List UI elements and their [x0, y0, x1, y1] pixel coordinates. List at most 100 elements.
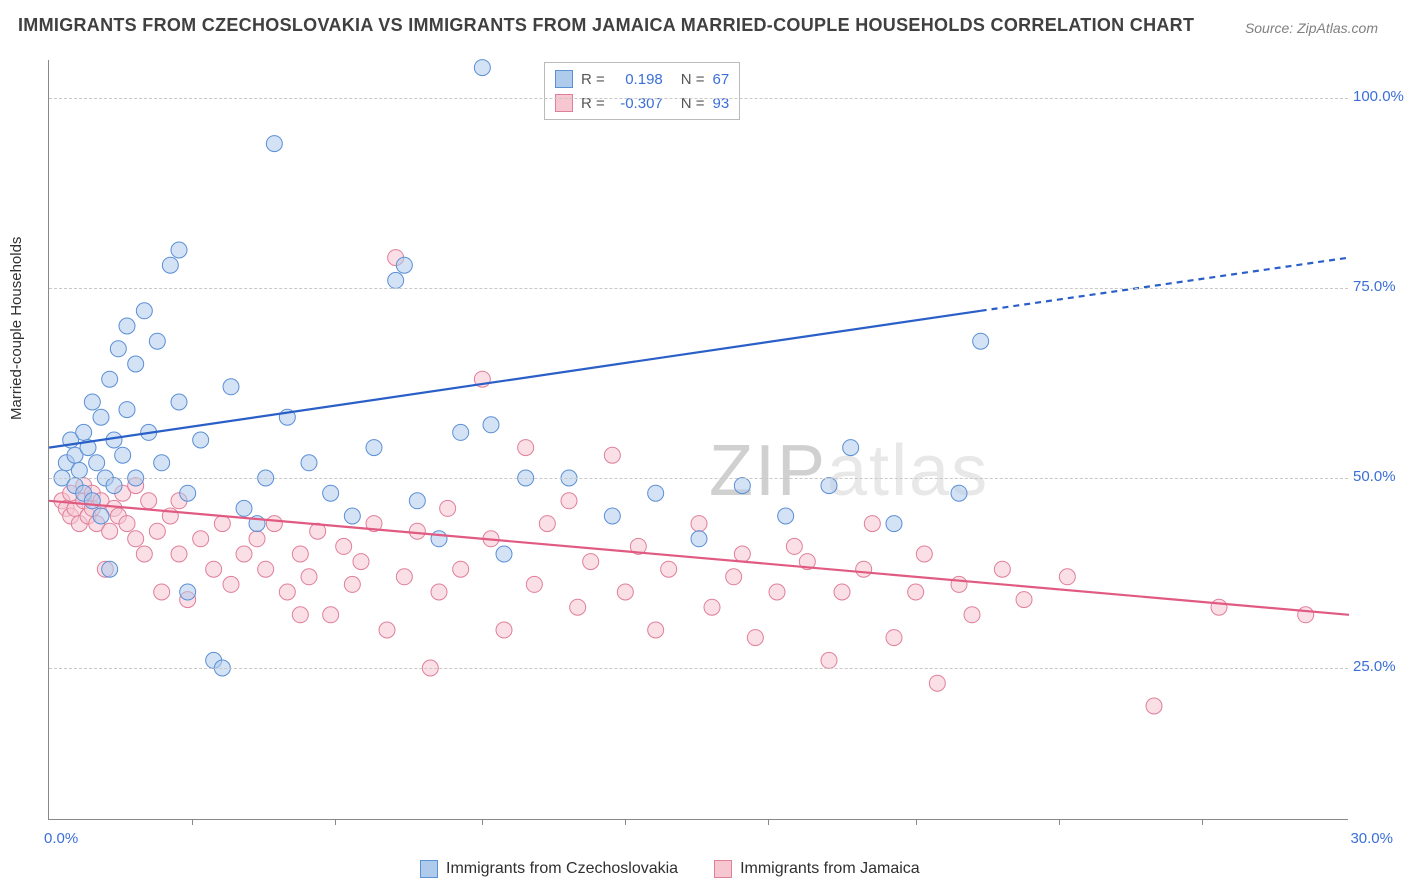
point-b: [409, 523, 425, 539]
point-a: [119, 402, 135, 418]
point-a: [778, 508, 794, 524]
point-a: [136, 303, 152, 319]
point-b: [214, 516, 230, 532]
point-a: [951, 485, 967, 501]
point-b: [617, 584, 633, 600]
x-tick-mark: [192, 819, 193, 825]
y-tick-label: 75.0%: [1353, 278, 1406, 295]
point-b: [206, 561, 222, 577]
point-b: [769, 584, 785, 600]
point-b: [141, 493, 157, 509]
y-tick-label: 100.0%: [1353, 88, 1406, 105]
point-a: [366, 440, 382, 456]
point-a: [734, 478, 750, 494]
point-b: [336, 538, 352, 554]
point-b: [353, 554, 369, 570]
point-b: [908, 584, 924, 600]
swatch-blue-icon: [420, 860, 438, 878]
trend-a-solid: [49, 311, 981, 448]
point-a: [409, 493, 425, 509]
x-tick-mark: [482, 819, 483, 825]
point-b: [193, 531, 209, 547]
point-b: [726, 569, 742, 585]
point-b: [691, 516, 707, 532]
point-b: [994, 561, 1010, 577]
point-b: [266, 516, 282, 532]
point-a: [604, 508, 620, 524]
x-tick-mark: [768, 819, 769, 825]
point-b: [379, 622, 395, 638]
source-label: Source: ZipAtlas.com: [1245, 20, 1378, 36]
x-tick-mark: [335, 819, 336, 825]
point-a: [76, 424, 92, 440]
point-a: [115, 447, 131, 463]
point-a: [102, 371, 118, 387]
point-b: [583, 554, 599, 570]
point-a: [474, 60, 490, 76]
point-a: [388, 272, 404, 288]
bottom-legend: Immigrants from Czechoslovakia Immigrant…: [420, 860, 920, 878]
point-b: [396, 569, 412, 585]
point-a: [180, 485, 196, 501]
point-a: [223, 379, 239, 395]
point-a: [396, 257, 412, 273]
point-a: [301, 455, 317, 471]
point-b: [786, 538, 802, 554]
point-b: [561, 493, 577, 509]
point-a: [483, 417, 499, 433]
point-a: [110, 341, 126, 357]
point-b: [301, 569, 317, 585]
chart-title: IMMIGRANTS FROM CZECHOSLOVAKIA VS IMMIGR…: [18, 15, 1194, 36]
point-b: [518, 440, 534, 456]
point-a: [344, 508, 360, 524]
point-b: [1298, 607, 1314, 623]
point-a: [691, 531, 707, 547]
point-a: [84, 394, 100, 410]
point-a: [119, 318, 135, 334]
point-b: [440, 500, 456, 516]
point-a: [93, 409, 109, 425]
point-b: [539, 516, 555, 532]
chart-svg: [49, 60, 1348, 819]
point-a: [93, 508, 109, 524]
point-a: [149, 333, 165, 349]
gridline: [49, 478, 1348, 479]
point-b: [951, 576, 967, 592]
point-a: [84, 493, 100, 509]
point-a: [171, 394, 187, 410]
point-b: [1016, 592, 1032, 608]
point-b: [821, 652, 837, 668]
point-b: [344, 576, 360, 592]
point-b: [496, 622, 512, 638]
point-b: [886, 630, 902, 646]
chart-container: IMMIGRANTS FROM CZECHOSLOVAKIA VS IMMIGR…: [0, 0, 1406, 892]
point-b: [570, 599, 586, 615]
point-b: [704, 599, 720, 615]
point-b: [128, 531, 144, 547]
point-b: [1211, 599, 1227, 615]
point-a: [128, 356, 144, 372]
point-b: [154, 584, 170, 600]
plot-area: ZIPatlas R = 0.198 N = 67 R = -0.307 N =…: [48, 60, 1348, 820]
x-tick-label: 30.0%: [1350, 830, 1393, 847]
point-b: [734, 546, 750, 562]
point-a: [973, 333, 989, 349]
point-b: [864, 516, 880, 532]
gridline: [49, 98, 1348, 99]
point-a: [323, 485, 339, 501]
point-b: [1059, 569, 1075, 585]
point-b: [431, 584, 447, 600]
point-a: [431, 531, 447, 547]
point-a: [843, 440, 859, 456]
point-b: [279, 584, 295, 600]
point-a: [821, 478, 837, 494]
point-b: [856, 561, 872, 577]
point-b: [604, 447, 620, 463]
legend-label-a: Immigrants from Czechoslovakia: [446, 860, 678, 878]
point-b: [223, 576, 239, 592]
point-a: [162, 257, 178, 273]
point-a: [453, 424, 469, 440]
point-b: [258, 561, 274, 577]
point-a: [496, 546, 512, 562]
legend-item-a: Immigrants from Czechoslovakia: [420, 860, 678, 878]
